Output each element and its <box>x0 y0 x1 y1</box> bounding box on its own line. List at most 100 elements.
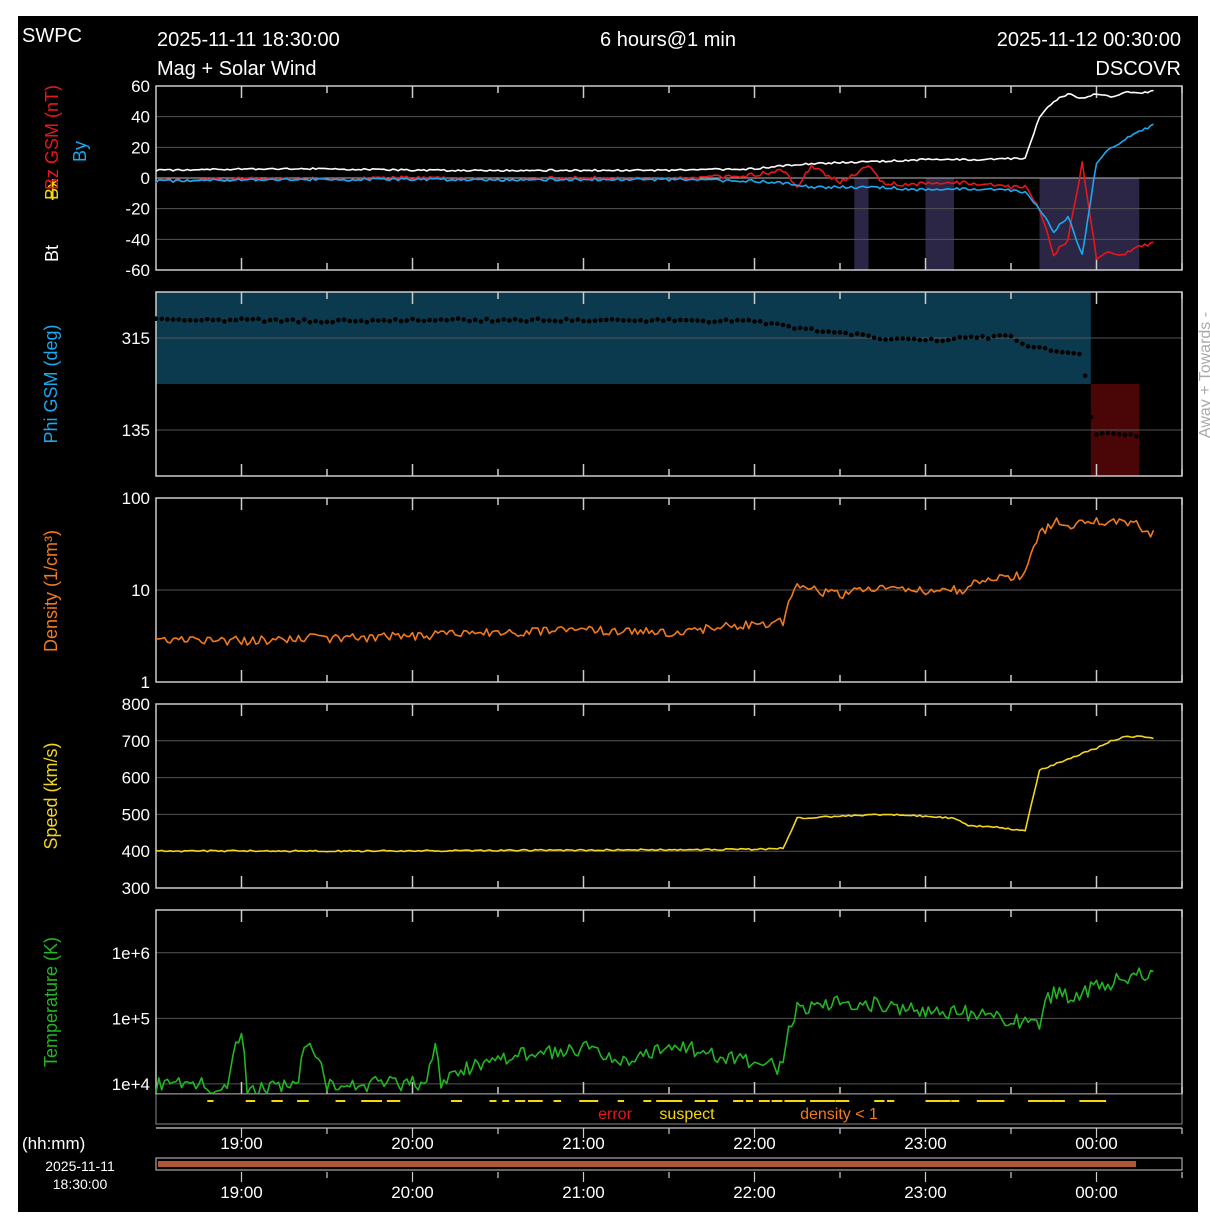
phi-point <box>347 318 353 324</box>
phi-point <box>1145 433 1151 438</box>
temperature-ytick-label: 1e+6 <box>112 944 150 963</box>
phi-point <box>643 319 649 325</box>
density-ytick-label: 10 <box>131 581 150 600</box>
phi-point <box>968 334 974 340</box>
phi-point <box>461 317 467 322</box>
phi-point <box>324 319 330 325</box>
phi-point <box>296 320 301 325</box>
time-axis: 19:00 19:00 20:00 20:00 21:00 21:00 22:00 22:00… <box>156 1127 1183 1202</box>
phi-point <box>1048 348 1054 354</box>
density-ylabel: Density (1/cm³) <box>41 530 61 652</box>
phi-point <box>980 333 985 339</box>
mag-ytick-label: -60 <box>125 261 150 280</box>
phi-ylabel: Phi GSM (deg) <box>41 324 61 443</box>
speed-ytick-label: 400 <box>122 842 150 861</box>
source-label: DSCOVR <box>1095 58 1181 80</box>
phi-point <box>199 317 204 323</box>
density-ytick-label: 1 <box>141 673 150 692</box>
phi-point <box>906 336 911 342</box>
phi-right-label: Away + Towards - <box>1197 312 1210 438</box>
phi-point <box>1139 433 1145 439</box>
phi-point <box>683 317 689 323</box>
phi-point <box>712 319 717 325</box>
phi-point <box>592 318 598 324</box>
phi-point <box>250 317 256 322</box>
phi-point <box>569 318 575 324</box>
phi-point <box>381 317 387 323</box>
phi-point <box>706 320 712 325</box>
start-time: 2025-11-11 18:30:00 <box>157 29 340 51</box>
time-tick-label-lower: 00:00 <box>1075 1183 1118 1202</box>
phi-point <box>284 317 290 323</box>
time-tick-label-lower: 23:00 <box>904 1183 947 1202</box>
time-tick-label-upper: 00:00 <box>1075 1134 1118 1153</box>
phi-point <box>239 316 244 321</box>
phi-point <box>740 318 746 323</box>
time-tick-label-upper: 21:00 <box>562 1134 605 1153</box>
mag-ylabel: Bt Bx Bz GSM (nT) By <box>42 85 90 262</box>
phi-point <box>661 318 666 324</box>
phi-point <box>1134 434 1139 439</box>
speed-ytick-label: 500 <box>122 805 150 824</box>
temperature-line <box>155 967 1154 1095</box>
phi-point <box>894 336 900 341</box>
mag-shade-0 <box>854 178 869 270</box>
phi-point <box>911 336 917 342</box>
phi-point <box>900 336 905 341</box>
phi-point <box>974 335 980 341</box>
subtitle: Mag + Solar Wind <box>157 58 317 80</box>
phi-point <box>997 333 1002 338</box>
phi-point <box>484 316 489 322</box>
phi-point <box>769 320 774 326</box>
phi-point <box>757 318 763 324</box>
date-label: 2025-11-11 <box>45 1158 115 1174</box>
phi-point <box>1094 432 1099 437</box>
phi-point <box>529 317 535 323</box>
phi-point <box>165 317 170 322</box>
mag-panel: 60 40 20 0 -20 -40 -60 <box>125 77 1183 280</box>
temperature-ytick-label: 1e+5 <box>112 1009 150 1028</box>
phi-point <box>803 326 809 332</box>
phi-point <box>421 318 427 324</box>
phi-point <box>222 319 227 324</box>
phi-point <box>227 317 233 323</box>
phi-point <box>364 319 370 325</box>
time-tick-label-lower: 22:00 <box>733 1183 776 1202</box>
phi-point <box>1003 333 1008 338</box>
phi-point <box>883 337 888 342</box>
phi-point <box>541 318 546 324</box>
phi-point <box>1060 350 1065 355</box>
phi-point <box>552 318 558 324</box>
time-label: 18:30:00 <box>53 1176 108 1192</box>
phi-point <box>649 318 655 323</box>
phi-point <box>917 337 923 343</box>
phi-point <box>313 318 318 324</box>
end-time: 2025-11-12 00:30:00 <box>997 29 1181 51</box>
phi-point <box>934 338 940 344</box>
phi-point <box>467 318 472 324</box>
phi-point <box>1031 344 1037 350</box>
phi-point <box>501 317 507 322</box>
phi-point <box>723 317 729 323</box>
phi-point <box>775 321 780 327</box>
time-tick-label-lower: 19:00 <box>220 1183 263 1202</box>
phi-point <box>1082 373 1088 379</box>
phi-point <box>433 318 438 323</box>
phi-point <box>854 331 860 336</box>
mag-shade-1 <box>925 178 954 270</box>
phi-point <box>809 326 814 331</box>
phi-point <box>615 317 620 323</box>
phi-point <box>233 317 239 323</box>
mag-ytick-label: 60 <box>131 77 150 96</box>
phi-point <box>210 317 216 323</box>
phi-point <box>547 318 552 323</box>
phi-point <box>729 319 734 324</box>
phi-point <box>849 332 854 338</box>
phi-point <box>866 333 871 339</box>
phi-point <box>472 317 478 323</box>
phi-point <box>638 317 643 323</box>
speed-ylabel: Speed (km/s) <box>41 742 61 849</box>
phi-point <box>564 316 569 322</box>
span-label: 6 hours@1 min <box>600 29 736 51</box>
